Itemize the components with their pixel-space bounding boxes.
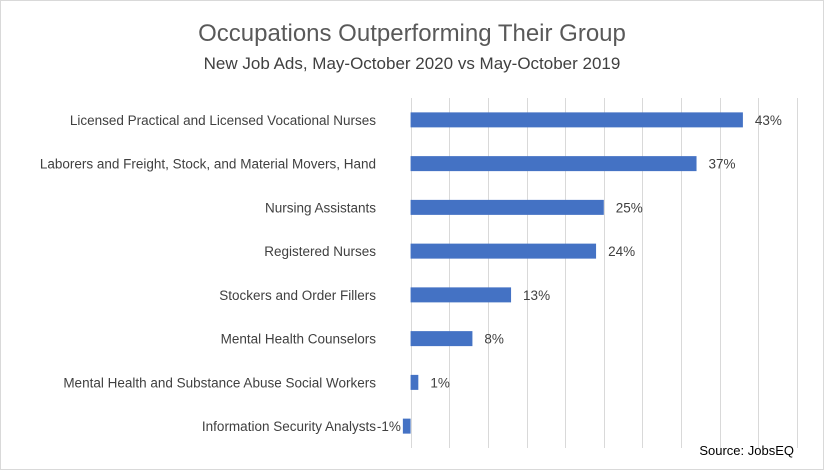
category-label: Nursing Assistants: [265, 200, 376, 215]
chart-subtitle: New Job Ads, May-October 2020 vs May-Oct…: [203, 54, 621, 73]
data-label: 13%: [523, 288, 550, 303]
data-label: 24%: [608, 244, 635, 259]
category-label: Registered Nurses: [264, 244, 376, 259]
bar: [410, 374, 419, 390]
data-label: 1%: [430, 375, 450, 390]
category-label: Laborers and Freight, Stock, and Materia…: [40, 157, 376, 172]
bar-layer: [402, 112, 743, 434]
bar: [410, 287, 512, 303]
bar: [410, 156, 697, 172]
category-label: Information Security Analysts: [202, 419, 376, 434]
data-label: 37%: [709, 157, 736, 172]
bar: [410, 112, 743, 128]
bar: [410, 199, 604, 215]
category-label: Licensed Practical and Licensed Vocation…: [70, 113, 376, 128]
label-layer: Licensed Practical and Licensed Vocation…: [40, 113, 782, 434]
data-label: 8%: [484, 332, 504, 347]
bar: [410, 331, 473, 347]
category-label: Stockers and Order Fillers: [219, 288, 376, 303]
data-label: 43%: [755, 113, 782, 128]
data-label: -1%: [377, 419, 401, 434]
source-note: Source: JobsEQ: [699, 443, 794, 458]
bar: [410, 243, 597, 259]
category-label: Mental Health and Substance Abuse Social…: [63, 375, 376, 390]
grid-layer: [411, 98, 798, 448]
chart-title: Occupations Outperforming Their Group: [198, 20, 626, 47]
data-label: 25%: [616, 200, 643, 215]
bar: [402, 418, 411, 434]
category-label: Mental Health Counselors: [221, 332, 377, 347]
